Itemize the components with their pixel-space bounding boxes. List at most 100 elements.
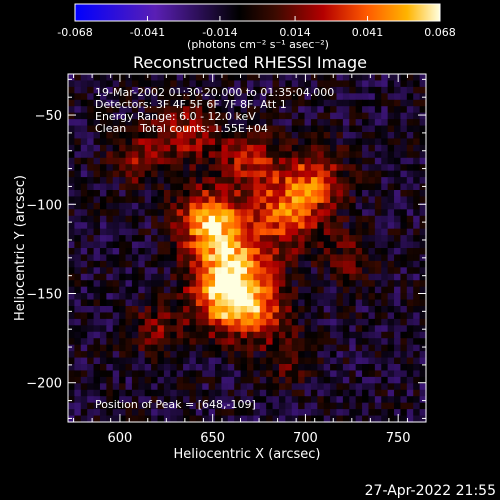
heatmap-cell xyxy=(323,241,331,249)
heatmap-cell xyxy=(419,183,427,191)
heatmap-cell xyxy=(266,260,274,268)
heatmap-cell xyxy=(112,177,120,185)
heatmap-cell xyxy=(125,306,133,314)
heatmap-cell xyxy=(317,151,325,159)
heatmap-cell xyxy=(144,228,152,236)
plot-frame xyxy=(67,73,427,423)
heatmap-cell xyxy=(323,396,331,404)
heatmap-cell xyxy=(131,170,139,178)
heatmap-cell xyxy=(119,389,127,397)
heatmap-cell xyxy=(266,331,274,339)
heatmap-cell xyxy=(170,376,178,384)
heatmap-cell xyxy=(349,402,357,410)
heatmap-cell xyxy=(163,286,171,294)
heatmap-cell xyxy=(285,254,293,262)
heatmap-cell xyxy=(183,364,191,372)
heatmap-cell xyxy=(400,119,408,127)
heatmap-cell xyxy=(419,383,427,391)
heatmap-cell xyxy=(259,299,267,307)
heatmap-cell xyxy=(183,177,191,185)
heatmap-cell xyxy=(119,318,127,326)
heatmap-cell xyxy=(362,86,370,94)
heatmap-cell xyxy=(208,383,216,391)
heatmap-cell xyxy=(221,318,229,326)
heatmap-cell xyxy=(189,112,197,120)
heatmap-cell xyxy=(183,286,191,294)
heatmap-cell xyxy=(157,396,165,404)
heatmap-cell xyxy=(144,209,152,217)
heatmap-cell xyxy=(93,396,101,404)
heatmap-cell xyxy=(336,370,344,378)
heatmap-cell xyxy=(131,228,139,236)
heatmap-cell xyxy=(74,157,82,165)
heatmap-cell xyxy=(163,402,171,410)
heatmap-cell xyxy=(74,86,82,94)
heatmap-cell xyxy=(68,331,75,339)
heatmap-cell xyxy=(131,80,139,88)
heatmap-cell xyxy=(208,74,216,82)
heatmap-cell xyxy=(125,331,133,339)
heatmap-cell xyxy=(272,344,280,352)
heatmap-cell xyxy=(278,190,286,198)
heatmap-cell xyxy=(221,351,229,359)
heatmap-cell xyxy=(93,215,101,223)
heatmap-cell xyxy=(176,389,184,397)
heatmap-cell xyxy=(247,415,254,423)
heatmap-cell xyxy=(253,338,261,346)
heatmap-cell xyxy=(74,93,82,101)
heatmap-cell xyxy=(336,151,344,159)
heatmap-cell xyxy=(355,177,363,185)
heatmap-cell xyxy=(374,383,382,391)
heatmap-cell xyxy=(170,318,178,326)
heatmap-cell xyxy=(291,357,299,365)
heatmap-cell xyxy=(170,106,178,114)
heatmap-cell xyxy=(330,190,338,198)
heatmap-cell xyxy=(144,190,152,198)
heatmap-cell xyxy=(381,80,389,88)
heatmap-cell xyxy=(144,338,152,346)
heatmap-cell xyxy=(221,132,229,140)
heatmap-cell xyxy=(355,383,363,391)
heatmap-cell xyxy=(317,215,325,223)
heatmap-cell xyxy=(176,396,184,404)
heatmap-cell xyxy=(151,106,159,114)
heatmap-cell xyxy=(195,190,203,198)
heatmap-cell xyxy=(112,183,120,191)
heatmap-cell xyxy=(394,318,402,326)
heatmap-cell xyxy=(240,183,248,191)
heatmap-cell xyxy=(304,151,312,159)
heatmap-cell xyxy=(253,344,261,352)
heatmap-cell xyxy=(349,389,357,397)
heatmap-cell xyxy=(99,228,107,236)
heatmap-cell xyxy=(310,222,318,230)
heatmap-cell xyxy=(387,228,395,236)
heatmap-cell xyxy=(157,183,165,191)
heatmap-cell xyxy=(336,260,344,268)
heatmap-cell xyxy=(291,119,299,127)
heatmap-cell xyxy=(317,93,325,101)
heatmap-cell xyxy=(138,209,146,217)
heatmap-cell xyxy=(419,157,427,165)
heatmap-cell xyxy=(406,190,414,198)
heatmap-cell xyxy=(253,209,261,217)
heatmap-cell xyxy=(394,151,402,159)
heatmap-cell xyxy=(310,112,318,120)
heatmap-cell xyxy=(163,325,171,333)
heatmap-cell xyxy=(157,93,165,101)
heatmap-cell xyxy=(183,99,191,107)
heatmap-cell xyxy=(304,396,312,404)
heatmap-cell xyxy=(221,177,229,185)
heatmap-cell xyxy=(291,409,299,417)
heatmap-cell xyxy=(298,280,306,288)
heatmap-cell xyxy=(93,241,101,249)
heatmap-cell xyxy=(138,286,146,294)
heatmap-cell xyxy=(80,402,88,410)
heatmap-cell xyxy=(355,357,363,365)
heatmap-cell xyxy=(176,86,184,94)
heatmap-cell xyxy=(323,138,331,146)
heatmap-cell xyxy=(330,228,338,236)
heatmap-cell xyxy=(157,312,165,320)
heatmap-cell xyxy=(208,228,216,236)
heatmap-cell xyxy=(163,267,171,275)
heatmap-cell xyxy=(163,222,171,230)
